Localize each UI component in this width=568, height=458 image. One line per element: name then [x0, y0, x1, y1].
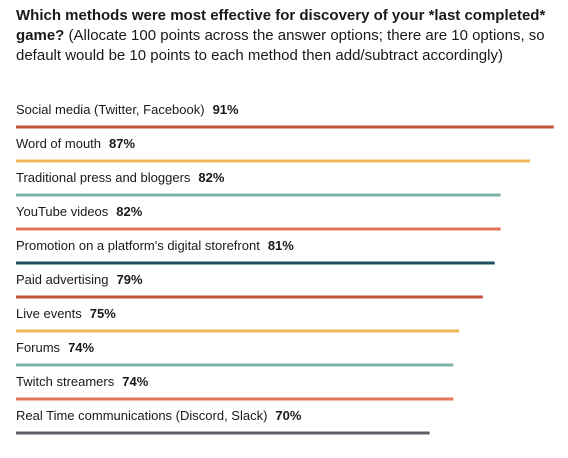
bar-label: Live events: [16, 306, 82, 321]
bar-value-label: 70%: [275, 408, 301, 423]
bar-label: Paid advertising: [16, 272, 109, 287]
bar-value-label: 82%: [198, 170, 224, 185]
bar-label: Word of mouth: [16, 136, 101, 151]
question-note: (Allocate 100 points across the answer o…: [16, 27, 545, 64]
bar-label: Promotion on a platform's digital storef…: [16, 238, 260, 253]
bar-value-label: 87%: [109, 136, 135, 151]
bar: [16, 397, 454, 401]
bar: [16, 363, 454, 367]
bar: [16, 261, 495, 265]
bar: [16, 125, 554, 129]
bar: [16, 193, 501, 197]
bar-label: YouTube videos: [16, 204, 109, 219]
bar-label: Forums: [16, 340, 61, 355]
bar-value-label: 79%: [117, 272, 143, 287]
bar: [16, 329, 460, 333]
bar-value-label: 74%: [68, 340, 94, 355]
bar: [16, 159, 531, 163]
bar-label: Social media (Twitter, Facebook): [16, 102, 205, 117]
bar-value-label: 75%: [90, 306, 116, 321]
bar-label: Twitch streamers: [16, 374, 115, 389]
bar-value-label: 81%: [268, 238, 294, 253]
question-text: Which methods were most effective for di…: [16, 6, 556, 66]
bar-value-label: 82%: [116, 204, 142, 219]
question-title: Which methods were most effective for di…: [16, 7, 546, 44]
bar-value-label: 74%: [122, 374, 148, 389]
bar: [16, 431, 430, 435]
bar-label: Real Time communications (Discord, Slack…: [16, 408, 267, 423]
bar: [16, 227, 501, 231]
bar: [16, 295, 483, 299]
bar-label: Traditional press and bloggers: [16, 170, 191, 185]
bar-value-label: 91%: [213, 102, 239, 117]
